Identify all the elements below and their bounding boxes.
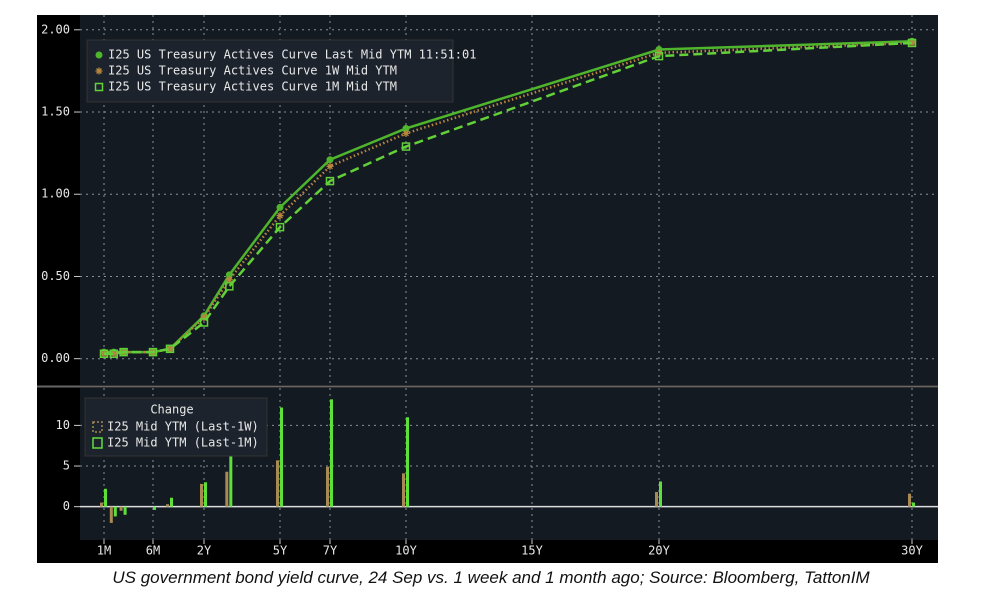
legend-label: I25 Mid YTM (Last-1W): [107, 420, 259, 434]
bar: [104, 488, 107, 507]
x-tick-label: 2Y: [197, 544, 212, 558]
bar: [200, 483, 203, 507]
point: [200, 314, 208, 322]
x-tick-label: 7Y: [323, 544, 338, 558]
point: [99, 349, 109, 359]
x-tick-label: 30Y: [901, 544, 923, 558]
x-tick-label: 10Y: [395, 544, 417, 558]
bar: [153, 506, 156, 510]
point: [199, 318, 209, 327]
bar: [402, 473, 405, 507]
point: [110, 350, 118, 358]
point: [276, 212, 284, 220]
y-tick-label: 1.50: [41, 105, 70, 119]
bar: [109, 506, 113, 523]
point: [148, 347, 158, 357]
point: [225, 282, 234, 291]
bar: [330, 399, 333, 507]
legend-marker: [92, 437, 103, 449]
legend-marker: [94, 82, 104, 92]
legend-marker: [92, 421, 103, 433]
point: [402, 124, 410, 132]
bar: [659, 481, 662, 507]
x-tick-label: 15Y: [521, 544, 543, 558]
legend-label: I25 US Treasury Actives Curve 1W Mid YTM: [108, 64, 397, 78]
bar: [113, 506, 117, 517]
x-tick-label: 6M: [146, 544, 160, 558]
legend-label: I25 US Treasury Actives Curve 1M Mid YTM: [108, 80, 397, 94]
legend-box: [86, 39, 454, 103]
y-tick-label: 0.50: [41, 269, 70, 283]
point: [276, 203, 284, 211]
point: [325, 176, 335, 186]
bar: [225, 471, 229, 507]
y-tick-label: 2.00: [41, 22, 70, 36]
series-line: [104, 41, 913, 356]
point: [401, 142, 411, 151]
point: [907, 38, 917, 48]
x-tick-label: 20Y: [648, 544, 670, 558]
point: [225, 276, 233, 284]
y-tick-label: 0: [63, 499, 70, 513]
series-line: [104, 41, 913, 356]
point: [166, 345, 174, 353]
bar: [326, 466, 329, 507]
bar: [166, 504, 169, 507]
legend-label: I25 US Treasury Actives Curve Last Mid Y…: [108, 48, 476, 62]
bar: [100, 502, 103, 507]
point: [326, 156, 334, 164]
bar: [276, 460, 279, 507]
legend-box: [84, 397, 268, 457]
bar: [912, 502, 915, 507]
bar: [119, 506, 123, 511]
legend: I25 US Treasury Actives Curve Last Mid Y…: [86, 39, 476, 103]
x-tick-label: 5Y: [273, 544, 288, 558]
caption: US government bond yield curve, 24 Sep v…: [112, 568, 870, 587]
point: [165, 344, 175, 354]
point: [225, 271, 233, 279]
bar: [229, 451, 233, 507]
y-tick-label: 5: [63, 459, 70, 473]
point: [402, 129, 410, 137]
point: [654, 51, 664, 61]
bar: [170, 497, 173, 507]
point: [119, 347, 128, 357]
legend-marker: [95, 67, 103, 75]
bar: [123, 506, 127, 515]
point: [109, 349, 119, 359]
bar: [655, 492, 658, 507]
legend-title: Change: [150, 403, 193, 417]
point: [275, 222, 285, 232]
legend-label: I25 Mid YTM (Last-1M): [107, 436, 259, 450]
bar: [280, 407, 283, 507]
legend-marker: [95, 51, 103, 59]
bar: [908, 493, 911, 507]
y-tick-label: 0.00: [41, 351, 70, 365]
bar: [406, 417, 409, 507]
chart: 0.00 0.50 1.00 1.50 2.00 I25 US Treasury Acti…: [37, 15, 938, 563]
point: [908, 39, 916, 47]
y-tick-label: 1.00: [41, 187, 70, 201]
legend: Change I25 Mid YTM (Last-1W) I25 Mid YTM (…: [84, 397, 268, 457]
bar: [204, 482, 207, 507]
point: [326, 162, 334, 170]
y-tick-label: 10: [56, 418, 70, 432]
x-tick-label: 1M: [97, 544, 111, 558]
